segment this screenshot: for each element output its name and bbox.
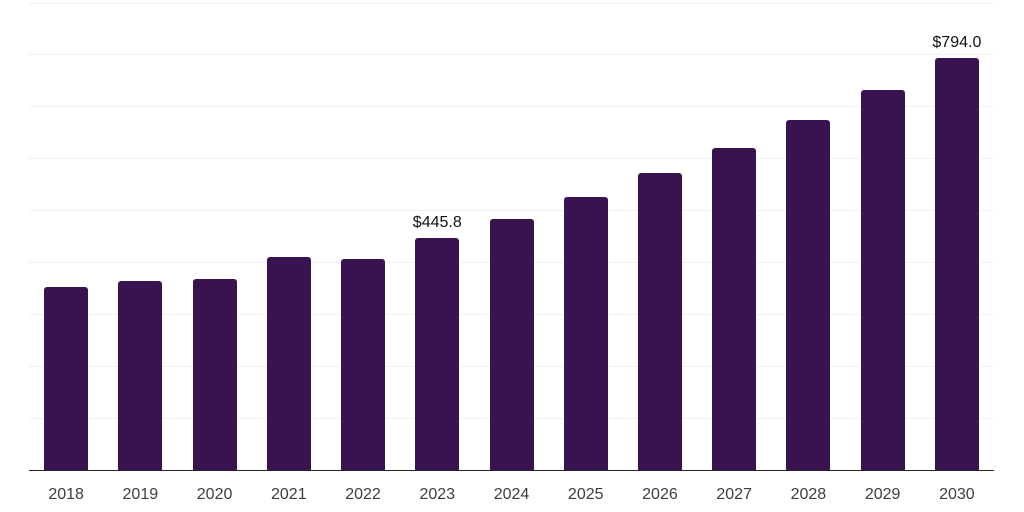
x-tick-2019: 2019 [122, 486, 159, 503]
x-tick-2023: 2023 [419, 486, 456, 503]
x-tick-2026: 2026 [642, 486, 678, 503]
bar-2023 [415, 238, 460, 470]
x-tick-2024: 2024 [493, 486, 530, 503]
x-tick-2027: 2027 [716, 486, 752, 503]
bar-2019 [118, 281, 163, 470]
gridline-900 [29, 2, 994, 4]
x-tick-2018: 2018 [48, 486, 84, 503]
gridline-500 [29, 210, 994, 212]
gridline-800 [29, 54, 994, 56]
x-tick-2029: 2029 [864, 486, 901, 503]
x-tick-2021: 2021 [271, 486, 307, 503]
x-tick-2022: 2022 [345, 486, 381, 503]
bar-2022 [341, 258, 386, 470]
data-label-2023: $445.8 [412, 214, 462, 232]
bar-2030 [934, 57, 979, 470]
x-tick-2030: 2030 [939, 486, 975, 503]
bar-2026 [637, 172, 682, 470]
bar-2029 [860, 90, 905, 470]
gridline-700 [29, 106, 994, 108]
bar-2024 [489, 218, 534, 470]
x-tick-2028: 2028 [790, 486, 827, 503]
x-tick-2025: 2025 [567, 486, 604, 503]
bar-2027 [712, 147, 757, 470]
bar-2028 [786, 120, 831, 470]
bar-2021 [266, 256, 311, 470]
gridline-600 [29, 158, 994, 160]
bar-2020 [192, 279, 237, 470]
data-label-2030: $794.0 [932, 33, 982, 51]
x-tick-2020: 2020 [196, 486, 233, 503]
bar-2018 [44, 287, 89, 470]
bar-2025 [563, 196, 608, 470]
x-axis-line [29, 469, 994, 471]
